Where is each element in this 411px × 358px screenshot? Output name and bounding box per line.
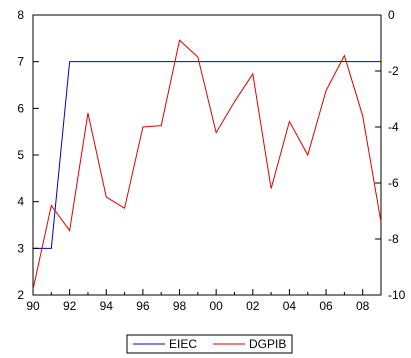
y-right-tick-label: -10 — [388, 288, 406, 302]
x-tick-label: 04 — [283, 299, 297, 313]
x-tick-label: 92 — [63, 299, 77, 313]
y-left-tick-label: 6 — [17, 101, 24, 115]
x-tick-label: 08 — [356, 299, 370, 313]
x-tick-label: 90 — [26, 299, 40, 313]
y-right-tick-label: -6 — [388, 176, 399, 190]
series-line-dgpib — [32, 39, 382, 290]
legend-box — [126, 334, 293, 354]
plot-area-group — [32, 14, 382, 296]
y-left-tick-label: 3 — [17, 241, 24, 255]
x-tick-label: 98 — [173, 299, 187, 313]
y-left-tick-label: 8 — [17, 8, 24, 22]
series-line-eiec — [33, 61, 381, 249]
y-left-tick-label: 5 — [17, 148, 24, 162]
y-right-tick-label: -8 — [388, 232, 399, 246]
plot-frame — [32, 14, 382, 296]
x-tick-label: 06 — [319, 299, 333, 313]
legend: EIEC DGPIB — [126, 334, 293, 354]
legend-label-eiec: EIEC — [169, 337, 197, 351]
y-right-tick-label: -2 — [388, 64, 399, 78]
y-left-tick-label: 2 — [17, 288, 24, 302]
x-tick-label: 02 — [246, 299, 260, 313]
y-left-tick-label: 4 — [17, 195, 24, 209]
y-right-tick-label: -4 — [388, 120, 399, 134]
x-tick-label: 00 — [209, 299, 223, 313]
y-right-tick-label: 0 — [388, 8, 395, 22]
y-left-tick-label: 7 — [17, 55, 24, 69]
x-tick-label: 94 — [100, 299, 114, 313]
series-group — [32, 39, 382, 290]
axes-group: 2 3 4 5 6 7 8 -10 -8 -6 -4 -2 0 90 92 94 96 98 00 02 04 06 08 — [17, 8, 405, 313]
legend-label-dgpib: DGPIB — [249, 337, 286, 351]
x-tick-label: 96 — [136, 299, 150, 313]
